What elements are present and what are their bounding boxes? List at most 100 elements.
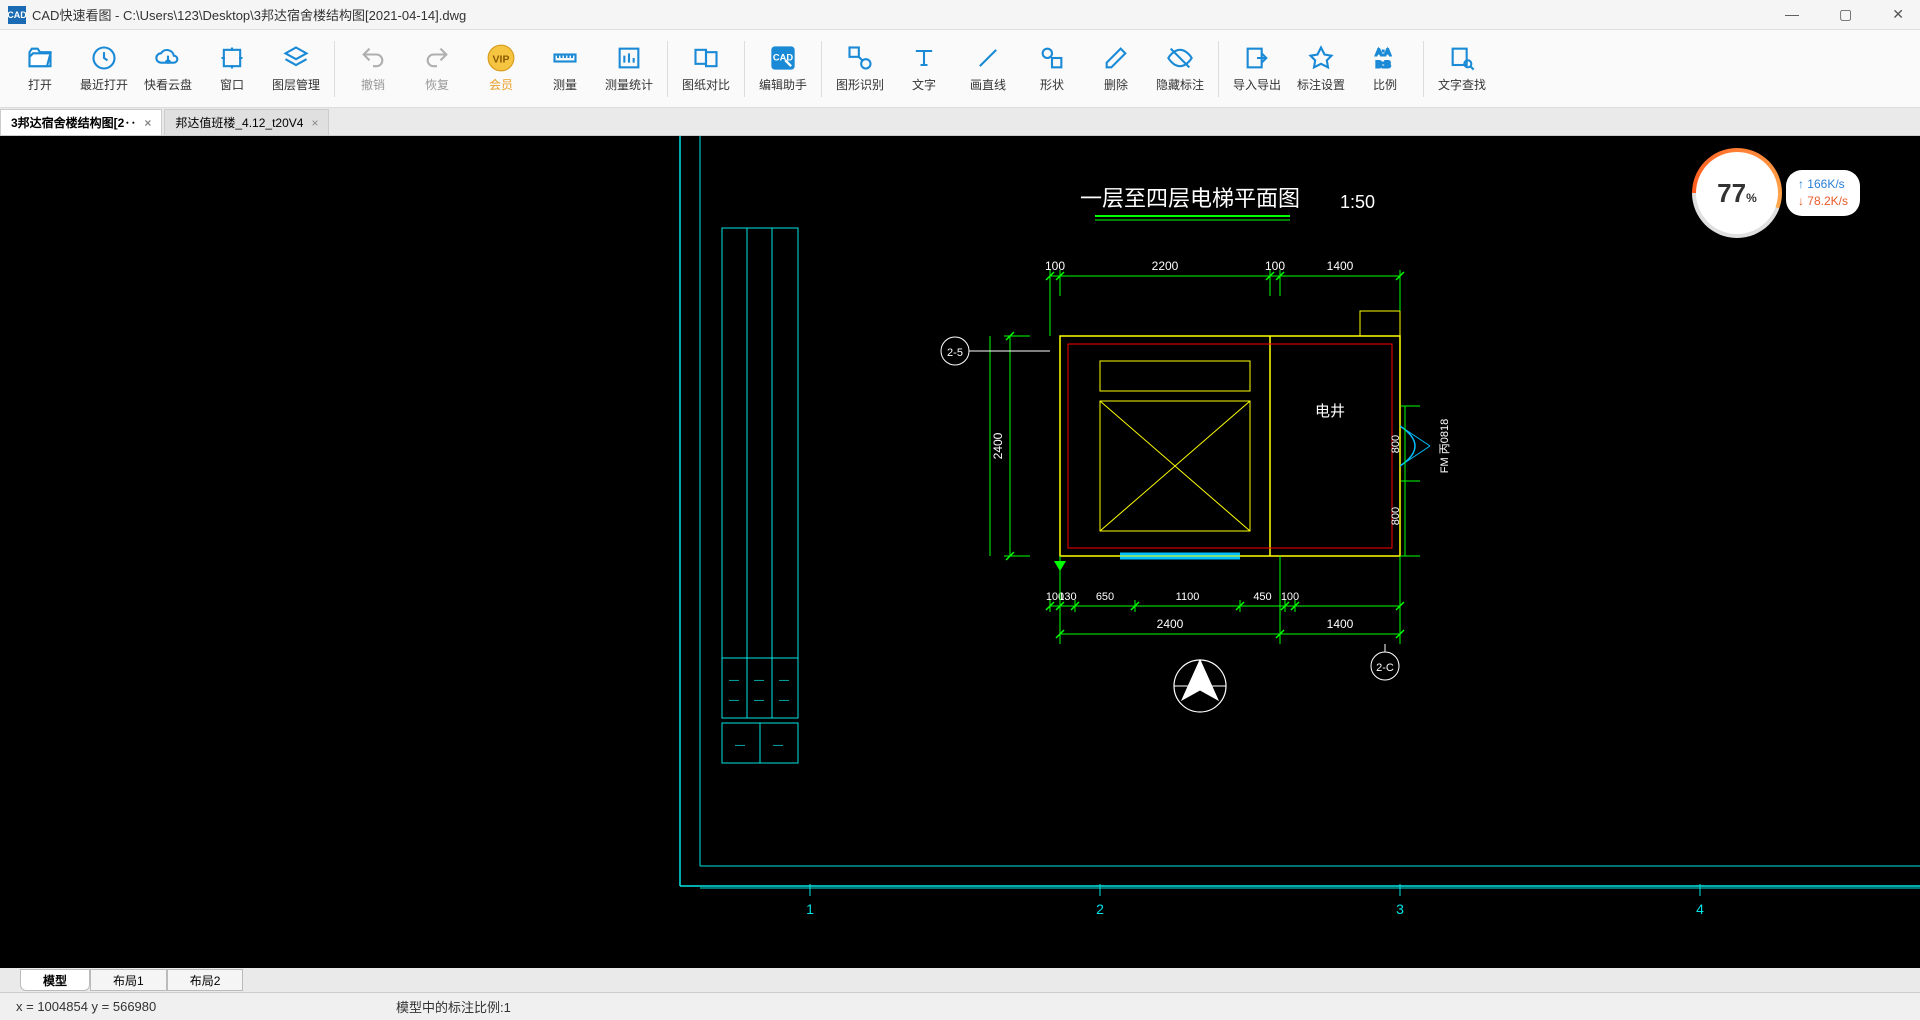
shape-rec-label: 图形识别 bbox=[836, 76, 884, 93]
text-label: 文字 bbox=[912, 76, 936, 93]
recent-button[interactable]: 最近打开 bbox=[72, 40, 136, 97]
vip-button[interactable]: VIP 会员 bbox=[469, 40, 533, 97]
line-button[interactable]: 画直线 bbox=[956, 40, 1020, 97]
svg-text:800: 800 bbox=[1390, 507, 1402, 525]
redo-label: 恢复 bbox=[425, 76, 449, 93]
close-tab-icon[interactable]: × bbox=[311, 116, 318, 130]
maximize-button[interactable]: ▢ bbox=[1831, 4, 1860, 25]
drawing-canvas[interactable]: ————————1234一层至四层电梯平面图1:50电井FM 丙08181002… bbox=[0, 136, 1920, 968]
svg-text:B:B: B:B bbox=[1376, 59, 1391, 69]
window-button[interactable]: 窗口 bbox=[200, 40, 264, 97]
svg-text:—: — bbox=[729, 695, 739, 706]
anno-settings-icon bbox=[1307, 44, 1335, 72]
compare-icon bbox=[692, 44, 720, 72]
scale-status: 模型中的标注比例:1 bbox=[380, 997, 527, 1016]
window-label: 窗口 bbox=[220, 76, 244, 93]
toolbar-separator bbox=[821, 41, 822, 97]
minimize-button[interactable]: — bbox=[1777, 4, 1807, 25]
window-icon bbox=[218, 44, 246, 72]
svg-text:1400: 1400 bbox=[1327, 259, 1354, 273]
import-export-button[interactable]: 导入导出 bbox=[1225, 40, 1289, 97]
import-export-label: 导入导出 bbox=[1233, 76, 1281, 93]
cloud-button[interactable]: 快看云盘 bbox=[136, 40, 200, 97]
svg-text:1: 1 bbox=[806, 901, 814, 917]
find-text-button[interactable]: 文字查找 bbox=[1430, 40, 1494, 97]
text-icon bbox=[910, 44, 938, 72]
measure-label: 测量 bbox=[553, 76, 577, 93]
vip-label: 会员 bbox=[489, 76, 513, 93]
measure-stat-label: 测量统计 bbox=[605, 76, 653, 93]
svg-text:—: — bbox=[754, 695, 764, 706]
find-text-label: 文字查找 bbox=[1438, 76, 1486, 93]
hide-anno-button[interactable]: 隐藏标注 bbox=[1148, 40, 1212, 97]
svg-text:电井: 电井 bbox=[1315, 403, 1345, 420]
svg-text:1100: 1100 bbox=[1176, 591, 1200, 603]
redo-button[interactable]: 恢复 bbox=[405, 40, 469, 97]
model-tab[interactable]: 模型 bbox=[20, 969, 90, 991]
svg-text:—: — bbox=[729, 675, 739, 686]
document-tab-2[interactable]: 邦达值班楼_4.12_t20V4× bbox=[164, 109, 329, 135]
layers-label: 图层管理 bbox=[272, 76, 320, 93]
edit-assist-button[interactable]: CAD编辑助手 bbox=[751, 40, 815, 97]
svg-text:2: 2 bbox=[1096, 901, 1104, 917]
svg-text:2400: 2400 bbox=[991, 432, 1005, 459]
anno-settings-button[interactable]: 标注设置 bbox=[1289, 40, 1353, 97]
svg-text:100: 100 bbox=[1265, 259, 1285, 273]
delete-label: 删除 bbox=[1104, 76, 1128, 93]
layers-button[interactable]: 图层管理 bbox=[264, 40, 328, 97]
svg-text:2400: 2400 bbox=[1157, 617, 1184, 631]
layout1-tab[interactable]: 布局1 bbox=[90, 969, 167, 991]
speed-percent: 77% bbox=[1717, 178, 1757, 209]
svg-text:650: 650 bbox=[1096, 591, 1114, 603]
edit-assist-label: 编辑助手 bbox=[759, 76, 807, 93]
vip-icon: VIP bbox=[487, 44, 515, 72]
svg-text:—: — bbox=[773, 740, 783, 751]
shape-button[interactable]: 形状 bbox=[1020, 40, 1084, 97]
measure-button[interactable]: 测量 bbox=[533, 40, 597, 97]
svg-text:—: — bbox=[735, 740, 745, 751]
svg-text:4: 4 bbox=[1696, 901, 1704, 917]
layout2-tab[interactable]: 布局2 bbox=[167, 969, 244, 991]
svg-text:3: 3 bbox=[1396, 901, 1404, 917]
toolbar-separator bbox=[1218, 41, 1219, 97]
app-icon: CAD bbox=[8, 6, 26, 24]
svg-text:450: 450 bbox=[1253, 591, 1271, 603]
speed-gauge: 77% bbox=[1696, 152, 1778, 234]
svg-text:100: 100 bbox=[1045, 259, 1065, 273]
shapes-icon bbox=[1038, 44, 1066, 72]
toolbar-separator bbox=[667, 41, 668, 97]
upload-speed: ↑ 166K/s bbox=[1798, 176, 1848, 193]
toolbar-separator bbox=[744, 41, 745, 97]
svg-text:1:50: 1:50 bbox=[1340, 192, 1375, 212]
layers-icon bbox=[282, 44, 310, 72]
import-export-icon bbox=[1243, 44, 1271, 72]
open-button[interactable]: 打开 bbox=[8, 40, 72, 97]
shape-rec-button[interactable]: 图形识别 bbox=[828, 40, 892, 97]
text-button[interactable]: 文字 bbox=[892, 40, 956, 97]
compare-button[interactable]: 图纸对比 bbox=[674, 40, 738, 97]
eraser-icon bbox=[1102, 44, 1130, 72]
cad-drawing: ————————1234一层至四层电梯平面图1:50电井FM 丙08181002… bbox=[0, 136, 1920, 968]
svg-text:A:A: A:A bbox=[1376, 48, 1392, 58]
hide-anno-label: 隐藏标注 bbox=[1156, 76, 1204, 93]
main-toolbar: 打开 最近打开 快看云盘 窗口 图层管理 撤销 恢复 VIP 会员 测量 测量统计… bbox=[0, 30, 1920, 108]
undo-button[interactable]: 撤销 bbox=[341, 40, 405, 97]
coordinates: x = 1004854 y = 566980 bbox=[0, 999, 380, 1014]
line-label: 画直线 bbox=[970, 76, 1006, 93]
measure-stat-button[interactable]: 测量统计 bbox=[597, 40, 661, 97]
layout-tabs: 模型 布局1 布局2 bbox=[0, 968, 1920, 992]
svg-text:2-5: 2-5 bbox=[947, 347, 963, 359]
close-tab-icon[interactable]: × bbox=[144, 116, 151, 130]
svg-text:1400: 1400 bbox=[1327, 617, 1354, 631]
open-label: 打开 bbox=[28, 76, 52, 93]
clock-icon bbox=[90, 44, 118, 72]
window-controls: — ▢ ✕ bbox=[1777, 4, 1912, 25]
document-tab-1[interactable]: 3邦达宿舍楼结构图[2‥× bbox=[0, 109, 162, 135]
undo-icon bbox=[359, 44, 387, 72]
scale-button[interactable]: A:AB:B比例 bbox=[1353, 40, 1417, 97]
close-button[interactable]: ✕ bbox=[1884, 4, 1912, 25]
redo-icon bbox=[423, 44, 451, 72]
status-bar: x = 1004854 y = 566980 模型中的标注比例:1 bbox=[0, 992, 1920, 1020]
ruler-icon bbox=[551, 44, 579, 72]
delete-button[interactable]: 删除 bbox=[1084, 40, 1148, 97]
